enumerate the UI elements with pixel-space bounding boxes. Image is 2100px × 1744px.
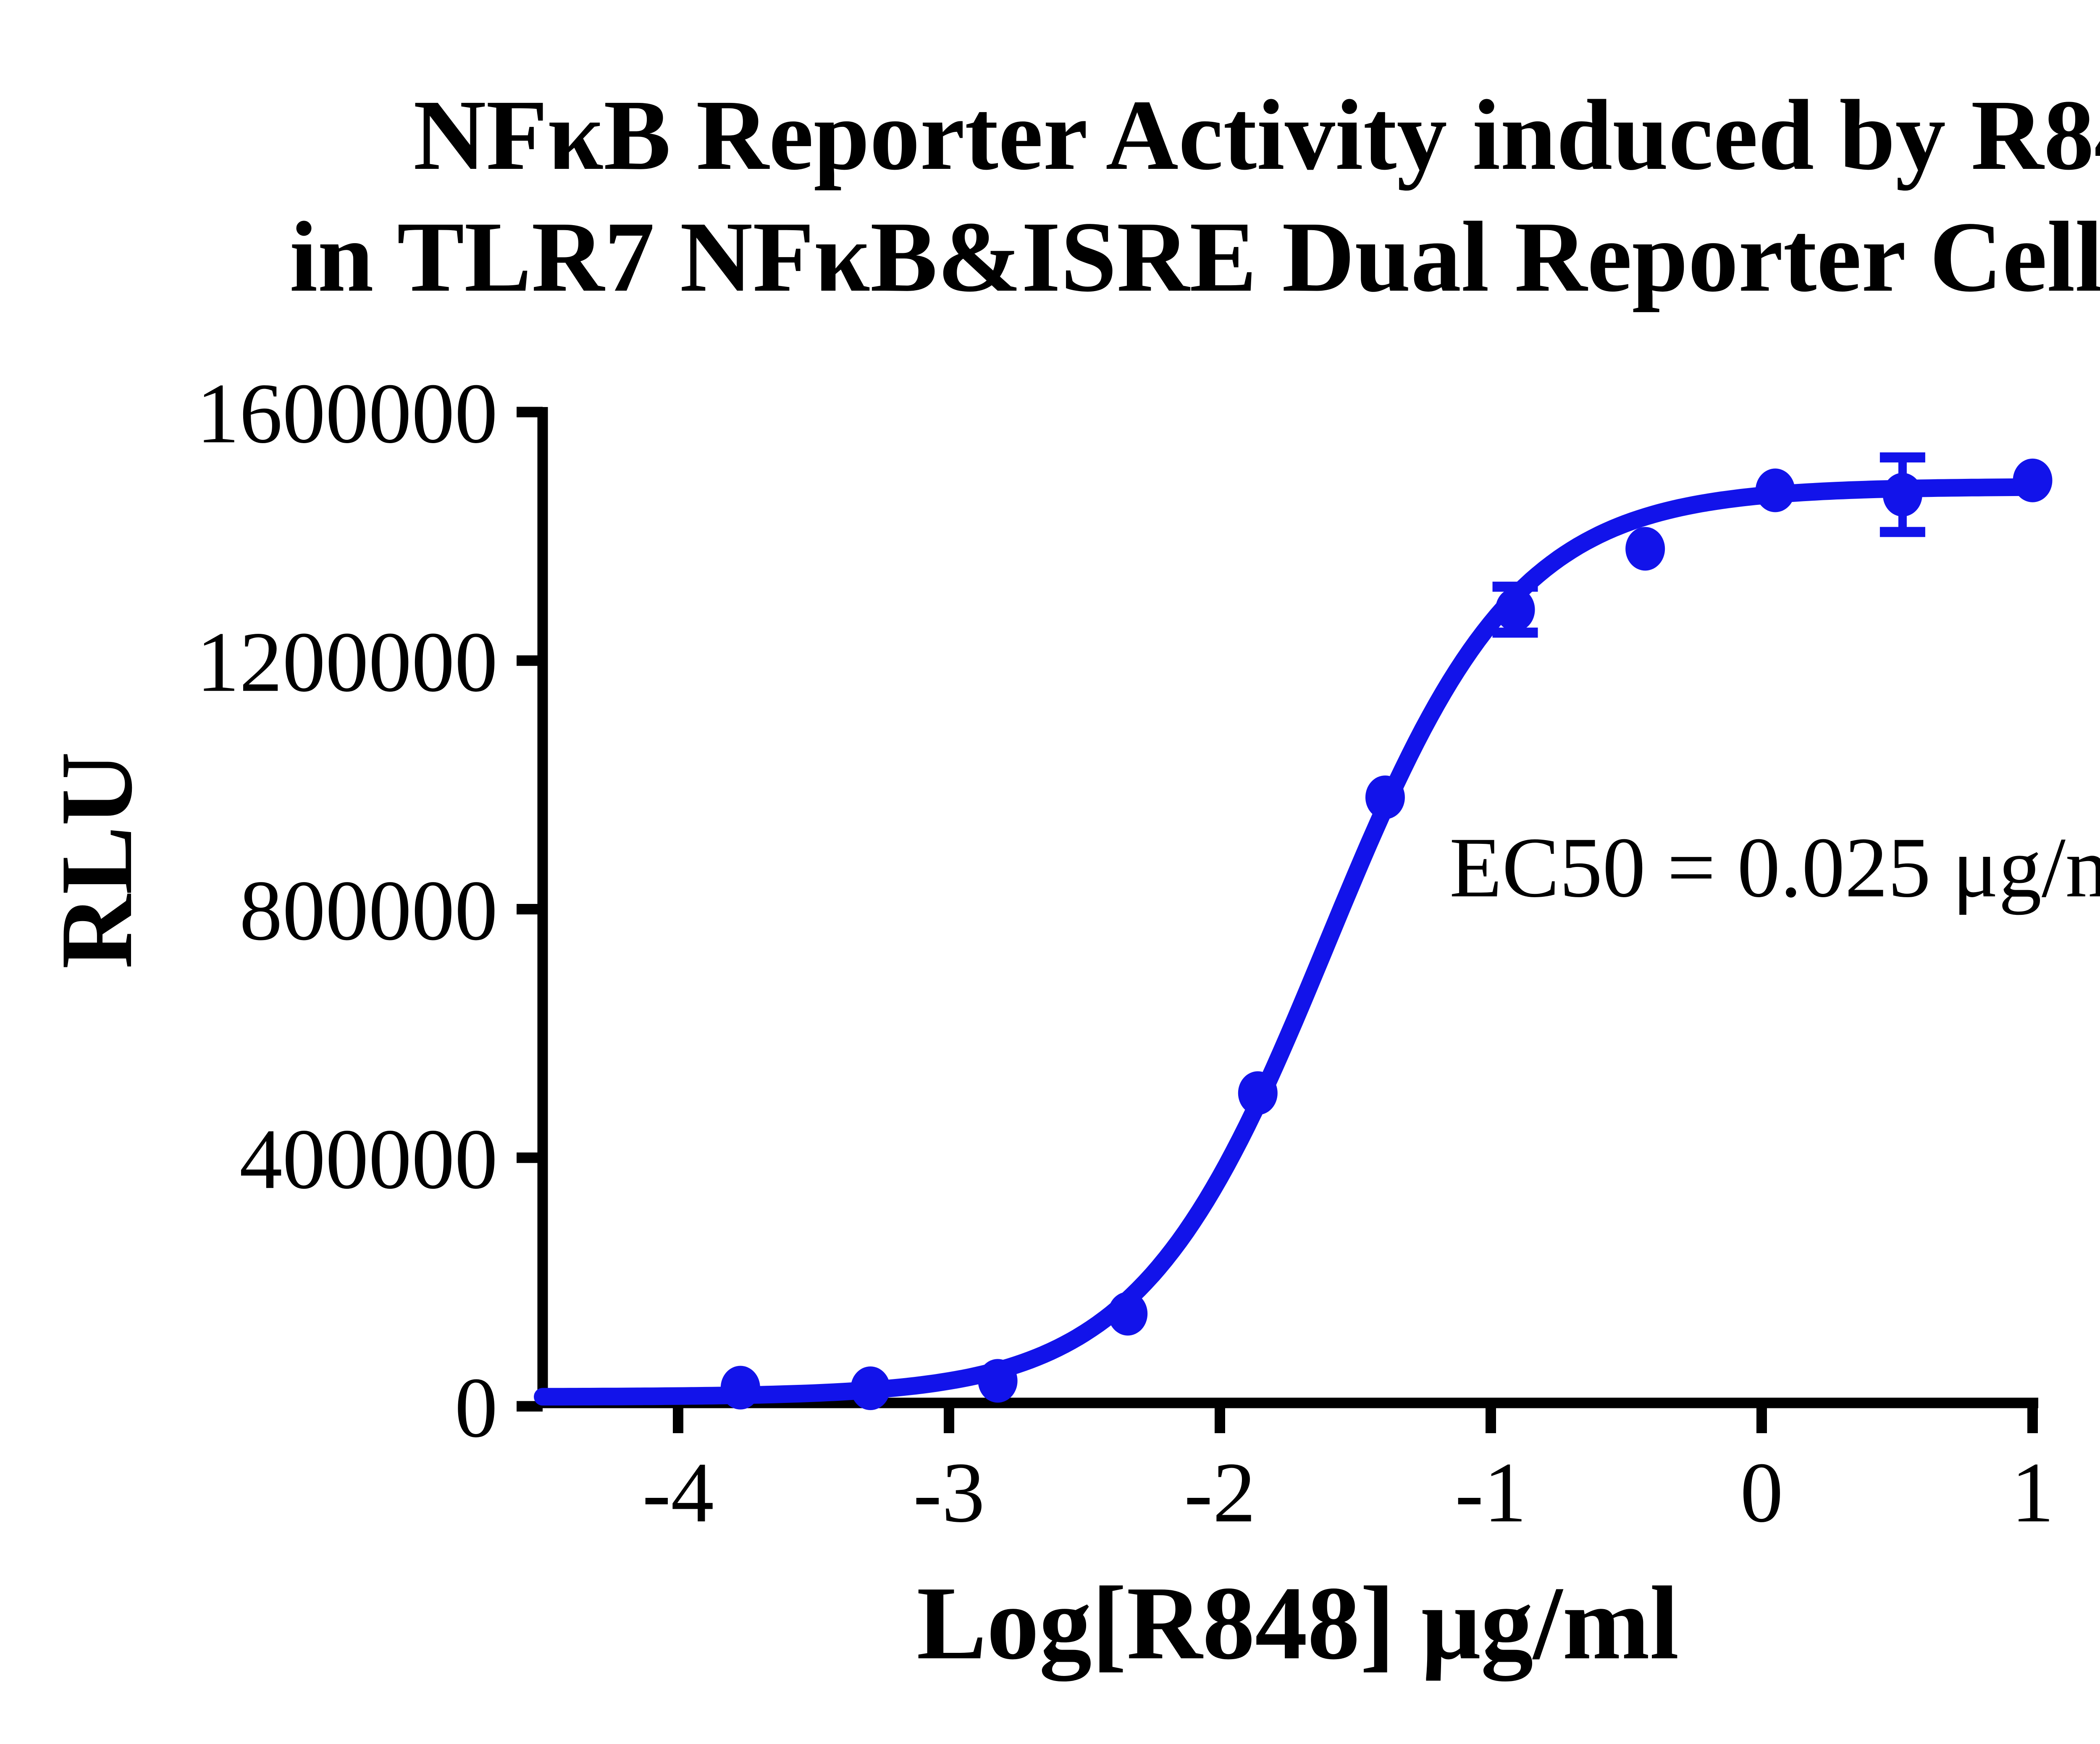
chart-title-line-2: in TLR7 NFκB&ISRE Dual Reporter Cell (C3…: [289, 201, 2100, 313]
y-axis-label: RLU: [39, 751, 153, 969]
y-tick-label: 800000: [239, 863, 498, 959]
data-point: [978, 1359, 1018, 1403]
x-axis-label: Log[R848] μg/ml: [916, 1565, 1679, 1681]
dose-response-series: [534, 452, 2053, 1410]
ec50-annotation: EC50 = 0.025 μg/ml: [1449, 820, 2100, 915]
y-tick-label: 1200000: [197, 615, 498, 710]
data-point: [850, 1366, 890, 1410]
data-point: [720, 1366, 760, 1410]
data-point: [1108, 1292, 1148, 1336]
x-tick-label: -3: [913, 1445, 985, 1540]
x-tick-label: -4: [642, 1445, 714, 1540]
data-point: [1755, 468, 1795, 512]
x-tick-label: -2: [1184, 1445, 1256, 1540]
chart-title: NFκB Reporter Activity induced by R848 i…: [289, 79, 2100, 313]
x-tick-label: 0: [1740, 1445, 1783, 1540]
fit-curve: [534, 478, 2042, 1406]
data-point: [1365, 775, 1405, 819]
y-tick-label: 1600000: [197, 366, 498, 461]
data-point: [1495, 588, 1535, 632]
chart-title-line-1: NFκB Reporter Activity induced by R848: [413, 79, 2100, 191]
data-point: [1238, 1071, 1278, 1115]
x-tick-label: 1: [2011, 1445, 2054, 1540]
y-tick-label: 0: [455, 1360, 498, 1455]
data-point: [1882, 473, 1922, 517]
data-point: [1625, 527, 1665, 571]
data-point: [2013, 458, 2053, 502]
y-tick-label: 400000: [239, 1111, 498, 1207]
x-tick-label: -1: [1455, 1445, 1527, 1540]
axes: 0 400000 800000 1200000 1600000 -4 -3 -2 -1 0 1: [197, 366, 2054, 1540]
